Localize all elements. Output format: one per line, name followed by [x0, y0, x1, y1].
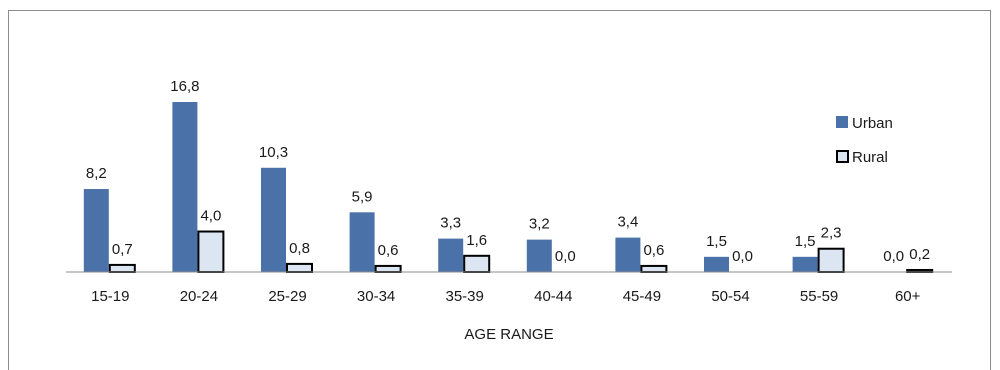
bar-rural-15-19: [108, 263, 136, 273]
x-tick-label-25-29: 25-29: [268, 288, 306, 305]
data-label-urban-45-49: 3,4: [617, 214, 638, 231]
x-tick-label-55-59: 55-59: [800, 288, 838, 305]
legend-label-rural: Rural: [852, 149, 888, 166]
legend-swatch-urban: [836, 116, 848, 128]
x-tick-label-20-24: 20-24: [180, 288, 218, 305]
x-tick-label-15-19: 15-19: [91, 288, 129, 305]
data-label-rural-60+: 0,2: [909, 246, 930, 263]
x-tick-label-40-44: 40-44: [534, 288, 572, 305]
data-label-rural-30-34: 0,6: [378, 242, 399, 259]
labels-layer: 8,2 0,7 16,8 4,0 10,3 0,8 5,9 0,6 3,3 1,6 3,2 0,0 3,…: [86, 78, 930, 265]
chart-frame: [8, 10, 991, 370]
bar-rural-25-29: [286, 262, 313, 273]
data-label-urban-60+: 0,0: [883, 248, 904, 265]
bars-layer: [83, 102, 934, 274]
legend-label-urban: Urban: [852, 115, 893, 132]
bar-urban-35-39: [438, 238, 464, 272]
x-axis-title: AGE RANGE: [464, 326, 553, 343]
bar-urban-20-24: [172, 102, 198, 272]
x-tick-label-35-39: 35-39: [446, 288, 484, 305]
bar-urban-15-19: [83, 189, 109, 272]
data-label-rural-55-59: 2,3: [821, 225, 842, 242]
data-label-rural-20-24: 4,0: [200, 208, 221, 225]
data-label-rural-25-29: 0,8: [289, 240, 310, 257]
x-tick-labels: 15-19 20-24 25-29 30-34 35-39 40-44 45-49 50-54…: [91, 288, 921, 305]
data-label-urban-40-44: 3,2: [529, 216, 550, 233]
data-label-urban-35-39: 3,3: [440, 215, 461, 232]
data-label-urban-30-34: 5,9: [352, 188, 373, 205]
data-label-rural-40-44: 0,0: [555, 248, 576, 265]
legend: Urban Rural: [836, 115, 893, 166]
bar-urban-25-29: [261, 167, 286, 272]
bar-rural-35-39: [463, 254, 491, 273]
bar-urban-55-59: [792, 256, 818, 272]
data-label-urban-15-19: 8,2: [86, 165, 107, 182]
data-label-urban-20-24: 16,8: [170, 78, 199, 95]
bar-rural-55-59: [817, 247, 845, 274]
bar-urban-40-44: [526, 239, 552, 272]
data-label-urban-55-59: 1,5: [795, 233, 816, 250]
x-tick-label-60+: 60+: [895, 288, 921, 305]
bar-rural-45-49: [640, 264, 668, 273]
data-label-urban-50-54: 1,5: [706, 233, 727, 250]
bar-rural-20-24: [197, 230, 225, 273]
bar-rural-30-34: [374, 264, 402, 273]
x-tick-label-50-54: 50-54: [711, 288, 749, 305]
x-tick-label-30-34: 30-34: [357, 288, 395, 305]
bar-urban-45-49: [615, 237, 641, 272]
data-label-rural-50-54: 0,0: [732, 248, 753, 265]
bar-urban-50-54: [704, 256, 729, 272]
bar-urban-30-34: [349, 212, 375, 272]
data-label-urban-25-29: 10,3: [259, 144, 288, 161]
data-label-rural-35-39: 1,6: [466, 232, 487, 249]
data-label-rural-15-19: 0,7: [112, 241, 133, 258]
x-tick-label-45-49: 45-49: [623, 288, 661, 305]
data-label-rural-45-49: 0,6: [643, 242, 664, 259]
legend-swatch-rural: [836, 150, 849, 163]
